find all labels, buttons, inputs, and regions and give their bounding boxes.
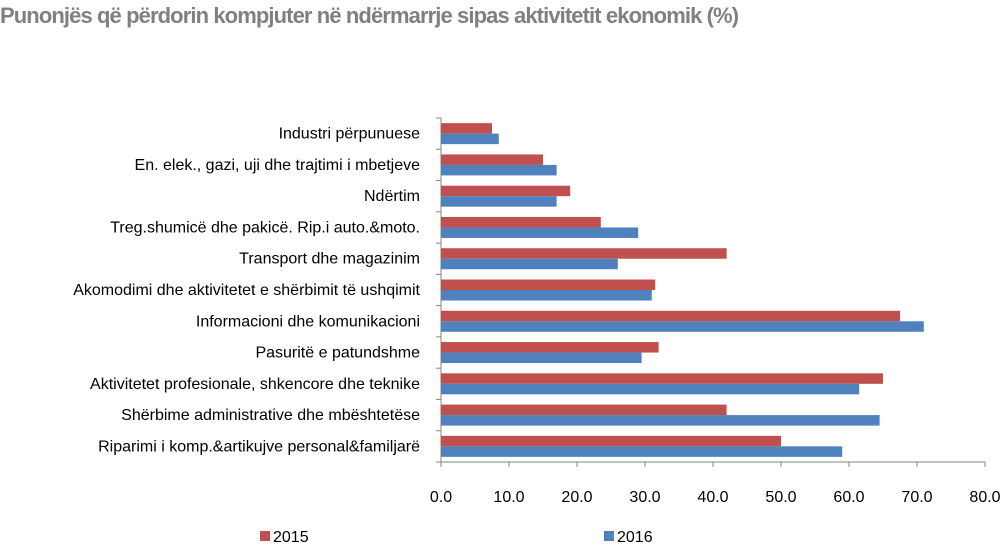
chart-bars [441, 123, 924, 457]
bar-2016 [441, 164, 557, 176]
bar-2015 [441, 435, 781, 447]
category-label: Riparimi i komp.&artikujve personal&fami… [98, 438, 420, 455]
legend-swatch-2016 [604, 531, 614, 541]
category-label: En. elek., gazi, uji dhe trajtimi i mbet… [135, 157, 421, 174]
x-tick-label: 70.0 [901, 489, 932, 506]
legend-label: 2016 [617, 529, 653, 546]
bar-2016 [441, 133, 499, 145]
category-labels: Industri përpunuese En. elek., gazi, uji … [73, 126, 420, 456]
bar-2016 [441, 415, 880, 426]
legend: 2015 2016 [260, 529, 653, 546]
bar-2016 [441, 227, 639, 238]
category-label: Ndërtim [364, 188, 420, 205]
chart-title: Punonjës që përdorin kompjuter në ndërma… [0, 3, 739, 28]
bar-2015 [441, 154, 543, 165]
bar-2015 [441, 185, 571, 197]
x-tick-label: 0.0 [430, 489, 452, 506]
bar-2015 [441, 248, 727, 259]
bar-2016 [441, 383, 860, 395]
x-tick-label: 10.0 [493, 489, 524, 506]
bar-2016 [441, 446, 843, 457]
bar-2015 [441, 216, 601, 228]
category-label: Aktivitetet profesionale, shkencore dhe … [90, 376, 420, 393]
bar-2015 [441, 373, 883, 384]
bar-2015 [441, 342, 659, 353]
category-label: Treg.shumicë dhe pakicë. Rip.i auto.&mot… [110, 219, 420, 236]
x-tick-labels: 0.0 10.0 20.0 30.0 40.0 50.0 60.0 70.0 80.0 [430, 489, 1001, 506]
category-label: Akomodimi dhe aktivitetet e shërbimit të… [73, 282, 420, 299]
x-tick-label: 50.0 [765, 489, 796, 506]
bar-2015 [441, 404, 727, 416]
bar-2016 [441, 290, 652, 301]
bar-2015 [441, 123, 492, 134]
category-label: Industri përpunuese [279, 126, 421, 143]
bar-2016 [441, 352, 642, 364]
bar-2016 [441, 258, 618, 270]
x-tick-label: 40.0 [697, 489, 728, 506]
bar-2015 [441, 279, 656, 290]
category-label: Transport dhe magazinim [239, 251, 420, 268]
legend-label: 2015 [273, 529, 309, 546]
category-label: Shërbime administrative dhe mbështetëse [121, 407, 420, 424]
x-tick-label: 20.0 [561, 489, 592, 506]
category-label: Informacioni dhe komunikacioni [196, 313, 420, 330]
bar-2016 [441, 196, 557, 207]
legend-swatch-2015 [260, 531, 270, 541]
x-tick-label: 80.0 [969, 489, 1000, 506]
bar-2016 [441, 321, 924, 332]
bar-2015 [441, 310, 900, 322]
x-tick-label: 30.0 [629, 489, 660, 506]
x-tick-label: 60.0 [833, 489, 864, 506]
category-label: Pasuritë e patundshme [255, 345, 420, 362]
